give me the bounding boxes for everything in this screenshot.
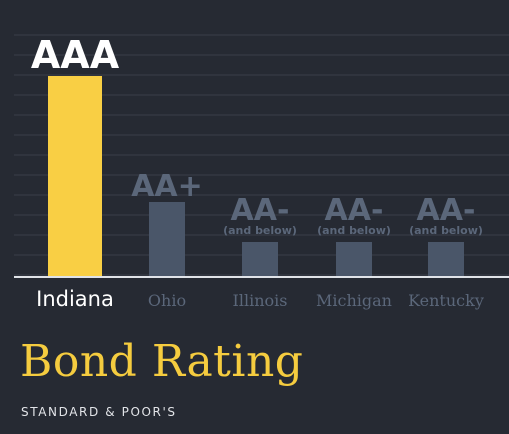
value-label-illinois: AA-	[231, 193, 290, 228]
chart-bars	[48, 76, 464, 277]
category-label-michigan: Michigan	[316, 291, 392, 310]
value-label-michigan: AA-	[325, 193, 384, 228]
chart-subtitle: STANDARD & POOR'S	[21, 405, 177, 419]
bar-kentucky	[428, 242, 464, 277]
bar-ohio	[149, 202, 185, 277]
bar-indiana	[48, 76, 102, 277]
value-note-michigan: (and below)	[317, 224, 391, 237]
chart-category-labels: Indiana Ohio Illinois Michigan Kentucky	[36, 287, 484, 311]
category-label-illinois: Illinois	[233, 291, 288, 310]
bar-illinois	[242, 242, 278, 277]
value-label-kentucky: AA-	[417, 193, 476, 228]
chart-title: Bond Rating	[20, 336, 304, 387]
value-label-ohio: AA+	[131, 169, 203, 204]
value-note-kentucky: (and below)	[409, 224, 483, 237]
value-note-illinois: (and below)	[223, 224, 297, 237]
category-label-ohio: Ohio	[148, 291, 186, 310]
category-label-indiana: Indiana	[36, 287, 114, 311]
value-label-indiana: AAA	[31, 33, 120, 77]
category-label-kentucky: Kentucky	[408, 291, 484, 310]
bar-michigan	[336, 242, 372, 277]
